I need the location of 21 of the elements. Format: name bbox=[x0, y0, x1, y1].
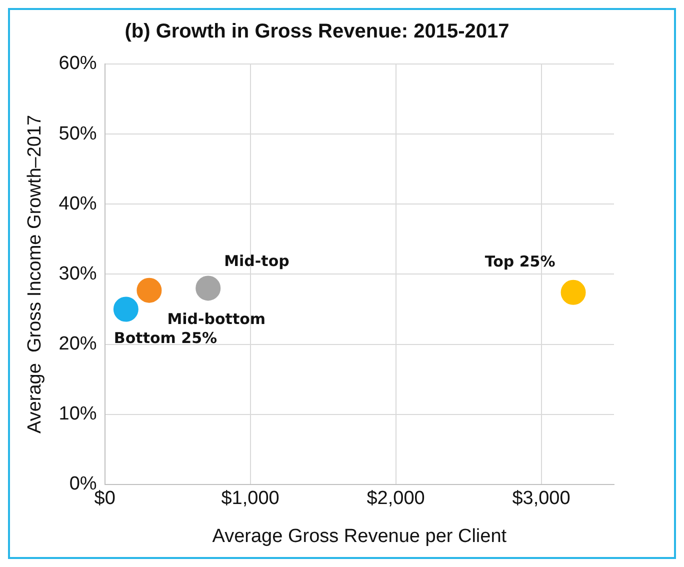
series-label: Bottom 25% bbox=[114, 329, 218, 348]
y-tick-label: 20% bbox=[58, 334, 97, 354]
y-tick-label: 30% bbox=[58, 263, 97, 284]
x-axis-title: Average Gross Revenue per Client bbox=[212, 526, 508, 547]
series-label: Mid-bottom bbox=[167, 310, 266, 328]
x-tick-label: $0 bbox=[94, 488, 116, 510]
x-tick-label: $1,000 bbox=[221, 488, 280, 510]
series-label: Mid-top bbox=[224, 252, 290, 270]
x-tick-label: $3,000 bbox=[512, 488, 570, 510]
x-tick-label: $2,000 bbox=[366, 488, 425, 510]
y-tick-label: 40% bbox=[58, 193, 97, 214]
y-tick-label: 10% bbox=[58, 404, 97, 425]
point bbox=[113, 296, 138, 322]
chart-title: (b) Growth in Gross Revenue: 2015-2017 bbox=[124, 20, 510, 43]
y-axis-title: Average Gross Income Growth–2017 bbox=[24, 114, 46, 434]
y-tick-label: 60% bbox=[58, 53, 97, 74]
point bbox=[560, 280, 586, 305]
point bbox=[196, 276, 221, 301]
point bbox=[136, 278, 162, 303]
y-tick-label: 50% bbox=[58, 123, 97, 144]
series-label: Top 25% bbox=[484, 252, 556, 270]
